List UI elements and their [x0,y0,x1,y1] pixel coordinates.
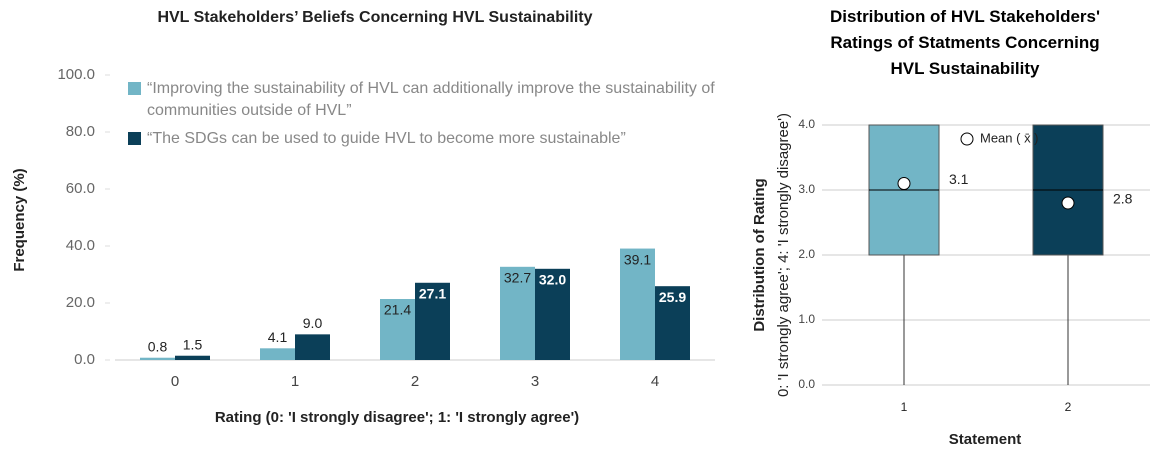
y-tick-label: 3.0 [798,182,815,196]
y-tick-label: 100.0 [57,66,95,83]
bar [380,299,415,360]
legend-item: “The SDGs can be used to guide HVL to be… [128,128,718,150]
mean-marker [897,177,911,190]
bar [500,266,535,360]
bar [175,355,210,360]
legend-label: Mean ( x̄ ) [980,130,1039,145]
y-tick-label: 20.0 [66,294,95,311]
data-label: 0.8 [148,338,168,354]
mean-label: 2.8 [1113,191,1133,207]
bar [140,357,175,360]
x-tick-label: 2 [1065,400,1072,414]
bar [295,334,330,360]
y-tick-label: 0.0 [798,377,815,391]
bar [535,268,570,360]
legend: “Improving the sustainability of HVL can… [128,78,718,150]
data-label: 27.1 [419,285,446,301]
x-tick-label: 1 [291,373,299,390]
data-label: 32.0 [539,272,566,288]
x-tick-label: 2 [411,373,419,390]
x-tick-label: 3 [531,373,539,390]
chart-title: Distribution of HVL Stakeholders' Rating… [829,7,1101,78]
bar [260,348,295,360]
y-tick-label: 40.0 [66,237,95,254]
y-tick-label: 60.0 [66,180,95,197]
mean-label: 3.1 [949,171,969,187]
data-label: 32.7 [504,270,531,286]
y-axis-label: Frequency (%) [11,168,28,271]
data-label: 1.5 [183,336,203,352]
x-tick-label: 4 [651,373,659,390]
legend-label: “Improving the sustainability of HVL can… [147,80,715,119]
y-axis-label: 0: 'I strongly agree'; 4: 'I strongly di… [775,113,792,397]
y-axis-label: Distribution of Rating [751,178,768,331]
data-label: 9.0 [303,315,323,331]
chart-title: HVL Stakeholders’ Beliefs Concerning HVL… [157,9,592,26]
legend-swatch [128,82,141,95]
legend-marker [960,132,974,146]
legend-swatch [128,132,141,145]
x-tick-label: 0 [171,373,179,390]
y-tick-label: 1.0 [798,312,815,326]
data-label: 21.4 [384,302,411,318]
mean-marker [1061,196,1075,210]
y-tick-label: 0.0 [74,351,95,368]
x-tick-label: 1 [901,400,908,414]
legend-label: “The SDGs can be used to guide HVL to be… [147,130,626,147]
x-axis-label: Rating (0: 'I strongly disagree'; 1: 'I … [215,409,579,426]
x-axis-label: Statement [949,431,1022,448]
y-tick-label: 2.0 [798,247,815,261]
legend-item: “Improving the sustainability of HVL can… [128,78,718,122]
data-label: 4.1 [268,329,288,345]
chart-title-box: Distribution of HVL Stakeholders' Rating… [829,7,1101,78]
data-label: 25.9 [659,289,686,305]
y-tick-label: 4.0 [798,117,815,131]
bar [415,282,450,360]
bar [655,286,690,360]
data-label: 39.1 [624,251,651,267]
y-tick-label: 80.0 [66,123,95,140]
bar [620,248,655,360]
